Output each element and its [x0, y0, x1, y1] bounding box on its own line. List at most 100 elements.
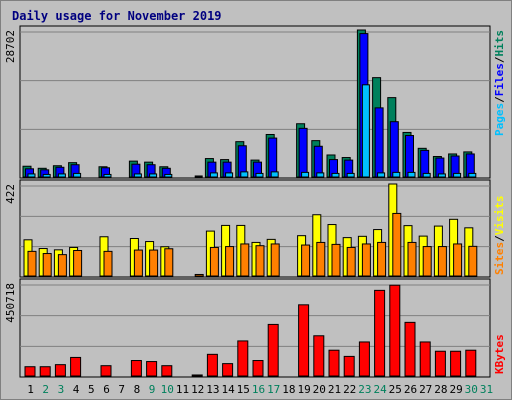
kbytes-ymax-label: 450718 [4, 283, 17, 323]
bar-pages-day-2 [42, 173, 51, 178]
bar-sites-day-17 [270, 243, 280, 277]
day-label-7: 7 [118, 383, 125, 396]
bar-kbytes-day-19 [298, 304, 310, 377]
day-label-20: 20 [313, 383, 326, 396]
day-label-6: 6 [103, 383, 110, 396]
legend-hits: Hits [493, 30, 506, 57]
bar-sites-day-29 [453, 243, 463, 277]
visits-sites-panel [19, 179, 491, 278]
bar-kbytes-day-2 [39, 366, 51, 377]
bar-sites-day-16 [255, 245, 265, 277]
chart-title: Daily usage for November 2019 [12, 9, 222, 23]
day-label-4: 4 [73, 383, 80, 396]
legend-separator: / [493, 235, 506, 242]
bar-kbytes-day-16 [252, 360, 264, 377]
bar-pages-day-16 [255, 172, 264, 178]
day-label-9: 9 [149, 383, 156, 396]
day-label-13: 13 [206, 383, 219, 396]
bar-kbytes-day-10 [161, 365, 173, 377]
bar-sites-day-28 [437, 246, 447, 277]
bar-kbytes-day-26 [404, 321, 416, 377]
day-label-27: 27 [419, 383, 432, 396]
bar-kbytes-day-12 [191, 374, 203, 377]
bar-kbytes-day-1 [24, 366, 36, 377]
bar-pages-day-24 [377, 172, 386, 178]
bar-kbytes-day-27 [419, 341, 431, 377]
bar-kbytes-day-15 [237, 340, 249, 377]
bar-pages-day-9 [149, 173, 158, 178]
bar-sites-day-22 [346, 246, 356, 277]
day-label-1: 1 [27, 383, 34, 396]
day-label-29: 29 [449, 383, 462, 396]
bar-files-day-26 [405, 135, 414, 178]
bar-sites-day-4 [73, 249, 83, 277]
bar-files-day-25 [389, 121, 399, 178]
bar-pages-day-6 [103, 173, 112, 178]
legend-hits-files-pages: Pages/Files/Hits [493, 30, 506, 136]
day-label-17: 17 [267, 383, 280, 396]
bar-pages-day-8 [133, 173, 142, 178]
bar-pages-day-4 [73, 172, 82, 178]
bar-sites-day-23 [361, 243, 371, 277]
bar-pages-day-22 [346, 172, 355, 178]
legend-separator: / [493, 56, 506, 63]
bar-sites-day-1 [27, 250, 37, 277]
day-label-10: 10 [161, 383, 174, 396]
bar-kbytes-day-21 [328, 349, 340, 377]
bar-kbytes-day-29 [450, 350, 462, 377]
bar-pages-day-10 [164, 173, 173, 178]
bar-pages-day-15 [240, 171, 249, 178]
legend-kbytes: KBytes [493, 334, 506, 374]
bar-sites-day-20 [316, 241, 326, 277]
day-label-5: 5 [88, 383, 95, 396]
bar-kbytes-day-23 [358, 341, 370, 377]
bar-kbytes-day-30 [465, 349, 477, 377]
legend-files: Files [493, 63, 506, 96]
day-label-22: 22 [343, 383, 356, 396]
legend-sites: Sites [493, 242, 506, 275]
bar-pages-day-20 [316, 172, 325, 178]
day-label-30: 30 [465, 383, 478, 396]
bar-pages-day-14 [225, 172, 234, 178]
bar-sites-day-26 [407, 241, 417, 277]
bar-pages-day-3 [57, 173, 66, 178]
bar-sites-day-19 [301, 244, 311, 277]
day-label-16: 16 [252, 383, 265, 396]
legend-visits-sites: Sites/Visits [493, 196, 506, 276]
bar-sites-day-2 [42, 253, 52, 277]
bar-pages-day-13 [209, 172, 218, 178]
bar-kbytes-day-3 [54, 364, 66, 377]
day-label-23: 23 [358, 383, 371, 396]
bar-kbytes-day-24 [374, 289, 386, 377]
legend-pages: Pages [493, 103, 506, 136]
day-label-3: 3 [58, 383, 65, 396]
bar-kbytes-day-25 [389, 284, 401, 377]
bar-files-day-24 [374, 107, 384, 178]
hits-files-pages-panel [19, 25, 491, 179]
bar-sites-day-13 [209, 246, 219, 277]
bar-pages-day-12 [194, 175, 203, 178]
bar-sites-day-9 [149, 249, 159, 277]
bar-sites-day-24 [377, 241, 387, 277]
legend-separator: / [493, 96, 506, 103]
bar-sites-day-6 [103, 250, 113, 277]
day-label-24: 24 [373, 383, 387, 396]
day-label-19: 19 [297, 383, 310, 396]
visits-sites-ymax-label: 422 [4, 184, 17, 204]
day-label-11: 11 [176, 383, 189, 396]
bar-kbytes-day-8 [130, 360, 142, 377]
day-label-21: 21 [328, 383, 341, 396]
bar-sites-day-27 [422, 246, 432, 277]
day-label-18: 18 [282, 383, 295, 396]
bar-pages-day-17 [270, 171, 279, 178]
day-label-26: 26 [404, 383, 417, 396]
bar-pages-day-26 [407, 171, 416, 178]
bar-kbytes-day-17 [267, 323, 279, 377]
legend-kbytes: KBytes [493, 334, 506, 374]
day-label-15: 15 [237, 383, 250, 396]
day-label-25: 25 [389, 383, 402, 396]
bar-sites-day-14 [225, 246, 235, 277]
bar-kbytes-day-20 [313, 335, 325, 377]
bar-sites-day-8 [133, 249, 143, 277]
